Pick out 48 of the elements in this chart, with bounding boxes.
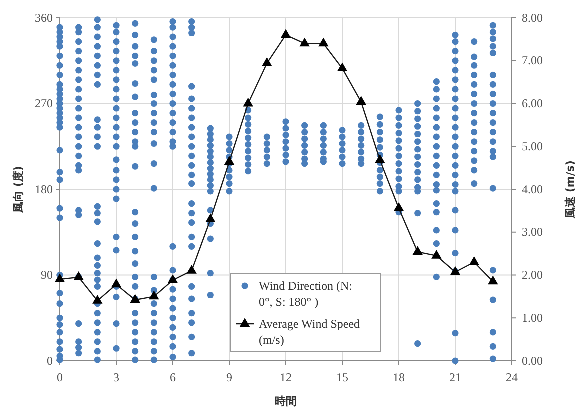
y-axis-title: 風向 (度)	[12, 166, 25, 214]
point	[432, 250, 442, 259]
y2-axis-title: 風速 (m/s)	[564, 160, 577, 220]
legend-label: Wind Direction (N: 0°, S: 180° )	[259, 279, 352, 309]
y2-tick-label: 0.00	[522, 354, 543, 368]
point	[412, 246, 423, 256]
x-tick-label: 9	[226, 370, 232, 385]
y-tick-label: 360	[35, 10, 53, 25]
point	[356, 96, 366, 105]
point	[337, 62, 348, 72]
x-tick-label: 15	[336, 370, 348, 385]
point	[224, 156, 235, 166]
x-tick-label: 6	[170, 370, 176, 385]
y2-tick-label: 5.00	[522, 139, 543, 154]
point	[149, 290, 160, 300]
x-tick-label: 0	[57, 370, 63, 385]
y-tick-label: 180	[35, 182, 53, 196]
y2-tick-label: 1.00	[522, 310, 543, 325]
y-tick-label: 0	[47, 354, 53, 368]
point	[243, 98, 254, 107]
x-tick-label: 3	[114, 370, 120, 385]
y2-tick-label: 4.00	[522, 182, 543, 196]
point	[280, 29, 292, 38]
x-tick-label: 12	[280, 370, 292, 385]
point	[300, 38, 310, 47]
y-tick-label: 270	[35, 96, 53, 111]
point	[54, 274, 66, 282]
point	[262, 58, 272, 66]
y-tick-label: 90	[41, 268, 53, 282]
y2-tick-label: 8.00	[522, 10, 543, 25]
point	[92, 295, 103, 304]
x-tick-label: 24	[506, 370, 518, 385]
x-tick-label: 18	[393, 370, 405, 385]
x-tick-label: 21	[450, 370, 462, 385]
y2-tick-label: 6.00	[522, 96, 543, 111]
y2-tick-label: 2.00	[522, 268, 543, 282]
point	[375, 154, 386, 164]
point	[394, 202, 404, 212]
point	[488, 276, 498, 285]
x-axis-title: 時間	[275, 395, 297, 408]
point	[111, 278, 122, 288]
point	[318, 38, 329, 47]
point	[186, 265, 197, 274]
y2-tick-label: 7.00	[522, 54, 543, 68]
y2-tick-label: 3.00	[522, 225, 543, 240]
point	[469, 256, 480, 266]
legend-label: Average Wind Speed (m/s)	[259, 317, 360, 347]
point	[206, 214, 216, 222]
